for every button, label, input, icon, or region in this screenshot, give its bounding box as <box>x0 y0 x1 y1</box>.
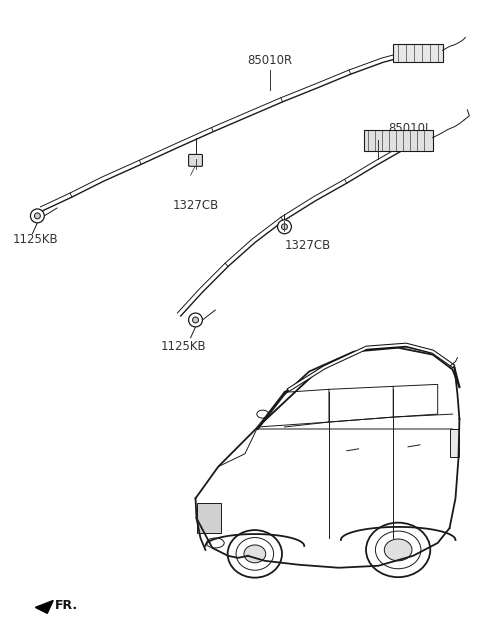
Ellipse shape <box>366 523 430 577</box>
Circle shape <box>30 209 44 223</box>
Text: 1327CB: 1327CB <box>172 199 219 212</box>
Circle shape <box>192 317 199 323</box>
Bar <box>393 44 443 62</box>
Text: FR.: FR. <box>55 599 78 612</box>
Ellipse shape <box>257 410 269 418</box>
Ellipse shape <box>384 539 412 561</box>
Text: 1125KB: 1125KB <box>161 340 206 353</box>
Circle shape <box>189 313 203 327</box>
Ellipse shape <box>206 538 224 548</box>
Bar <box>363 130 433 151</box>
Ellipse shape <box>244 545 266 563</box>
Ellipse shape <box>375 531 421 569</box>
Text: 85010R: 85010R <box>247 54 292 67</box>
Circle shape <box>277 220 291 234</box>
Text: 85010L: 85010L <box>388 122 432 135</box>
Bar <box>196 503 221 533</box>
Polygon shape <box>36 600 53 614</box>
FancyBboxPatch shape <box>189 154 203 166</box>
Text: 1125KB: 1125KB <box>12 232 58 246</box>
Bar <box>450 429 459 457</box>
Circle shape <box>35 213 40 219</box>
Text: 1327CB: 1327CB <box>285 239 331 251</box>
Ellipse shape <box>228 530 282 578</box>
Ellipse shape <box>236 537 274 570</box>
Circle shape <box>281 224 288 230</box>
